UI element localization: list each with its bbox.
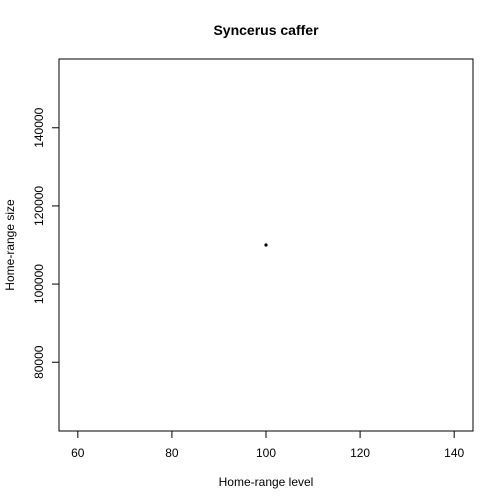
chart-title: Syncerus caffer — [213, 22, 319, 38]
y-tick-label: 140000 — [32, 107, 46, 147]
y-tick-label: 80000 — [32, 345, 46, 379]
x-tick-label: 60 — [71, 446, 85, 460]
data-point — [264, 243, 268, 247]
x-tick-label: 80 — [165, 446, 179, 460]
data-points — [264, 243, 268, 247]
x-tick-label: 140 — [444, 446, 464, 460]
x-tick-label: 100 — [256, 446, 276, 460]
x-tick-label: 120 — [350, 446, 370, 460]
y-axis: 80000 100000 120000 140000 — [32, 107, 60, 379]
x-axis-title: Home-range level — [219, 475, 314, 489]
y-tick-label: 100000 — [32, 264, 46, 304]
y-axis-title: Home-range size — [3, 199, 17, 291]
x-axis: 60 80 100 120 140 — [71, 430, 465, 460]
y-tick-label: 120000 — [32, 186, 46, 226]
